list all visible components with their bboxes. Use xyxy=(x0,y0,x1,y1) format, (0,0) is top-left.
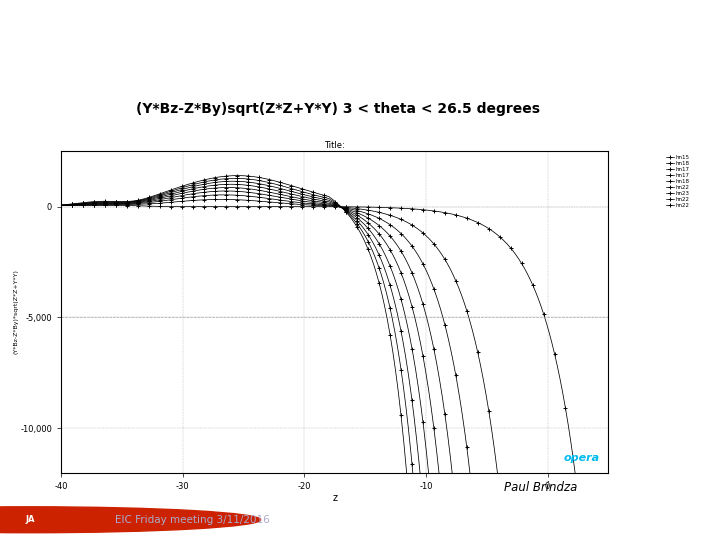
Text: Jefferson Lab: Jefferson Lab xyxy=(612,513,706,526)
Text: JA: JA xyxy=(25,515,35,524)
Title: Title:: Title: xyxy=(325,141,345,151)
Y-axis label: (Y*Bz-Z*By)*sqrt(Z*Z+Y*Y): (Y*Bz-Z*By)*sqrt(Z*Z+Y*Y) xyxy=(14,269,19,354)
X-axis label: z: z xyxy=(333,494,337,503)
Text: (Y*Bz-Z*By)sqrt(Z*Z+Y*Y) 3 < theta < 26.5 degrees: (Y*Bz-Z*By)sqrt(Z*Z+Y*Y) 3 < theta < 26.… xyxy=(136,102,541,116)
Text: Field perp to line of sight from IP (electron): Field perp to line of sight from IP (ele… xyxy=(9,22,628,46)
Text: EIC Friday meeting 3/11/2016: EIC Friday meeting 3/11/2016 xyxy=(115,515,270,525)
Text: Paul Brindza: Paul Brindza xyxy=(504,481,577,494)
Circle shape xyxy=(0,507,261,532)
Text: opera: opera xyxy=(564,453,600,463)
Legend: hn15, hn18, hn17, hn17, hn18, hn22, hn23, hn22, hn22: hn15, hn18, hn17, hn17, hn18, hn22, hn23… xyxy=(665,154,690,209)
